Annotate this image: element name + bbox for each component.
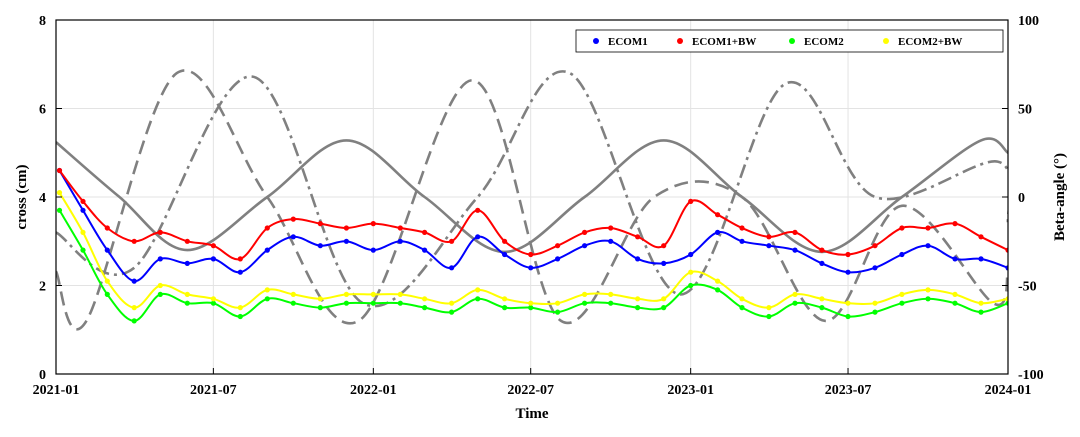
legend-label-ecom1-bw: ECOM1+BW <box>692 36 756 48</box>
y-right-tick-label: -50 <box>1018 280 1037 295</box>
y-left-tick-label: 8 <box>39 14 46 29</box>
y-left-tick-label: 0 <box>39 368 46 383</box>
legend-marker-ecom1 <box>593 38 599 44</box>
legend-label-ecom2-bw: ECOM2+BW <box>898 36 962 48</box>
x-tick-label: 2021-07 <box>190 383 237 398</box>
x-tick-label: 2022-07 <box>507 383 554 398</box>
series-layer <box>56 167 1008 324</box>
beta-curve-dashed <box>56 69 1008 331</box>
legend: ECOM1 ECOM1+BW ECOM2 ECOM2+BW <box>575 29 1004 53</box>
legend-marker-ecom2 <box>789 38 795 44</box>
y-right-tick-label: 50 <box>1018 103 1032 118</box>
y-right-tick-label: 0 <box>1018 191 1025 206</box>
legend-marker-ecom1-bw <box>677 38 683 44</box>
series-ecom2 <box>56 207 1008 324</box>
line-ecom1-bw <box>58 169 1008 261</box>
beta-angle-curves <box>56 69 1008 331</box>
x-tick-label: 2024-01 <box>985 383 1032 398</box>
series-ecom2-bw <box>56 190 1008 311</box>
x-tick-label: 2021-01 <box>33 383 80 398</box>
beta-curve-dash-dot <box>56 70 1008 308</box>
line-ecom2 <box>58 209 1008 322</box>
y-left-tick-label: 4 <box>39 191 46 206</box>
x-tick-label: 2022-01 <box>350 383 397 398</box>
y-axis-right-title: Beta-angle (°) <box>1052 153 1068 241</box>
ticks-layer: 2021-01 2021-07 2022-01 2022-07 2023-01 2023-… <box>33 14 1044 398</box>
beta-curve-solid <box>56 137 1008 254</box>
y-right-tick-label: -100 <box>1018 368 1044 383</box>
legend-marker-ecom2-bw <box>883 38 889 44</box>
y-left-tick-label: 2 <box>39 280 46 295</box>
x-tick-label: 2023-07 <box>825 383 872 398</box>
y-right-tick-label: 100 <box>1018 14 1039 29</box>
series-ecom1-bw <box>56 167 1008 262</box>
y-axis-left-title: cross (cm) <box>14 164 30 229</box>
series-ecom1 <box>56 167 1008 284</box>
x-axis-title: Time <box>515 406 548 422</box>
y-left-tick-label: 6 <box>39 103 46 118</box>
x-tick-label: 2023-01 <box>667 383 714 398</box>
legend-label-ecom1: ECOM1 <box>608 36 648 48</box>
line-ecom1 <box>58 169 1008 283</box>
line-ecom2-bw <box>58 192 1008 309</box>
legend-label-ecom2: ECOM2 <box>804 36 844 48</box>
